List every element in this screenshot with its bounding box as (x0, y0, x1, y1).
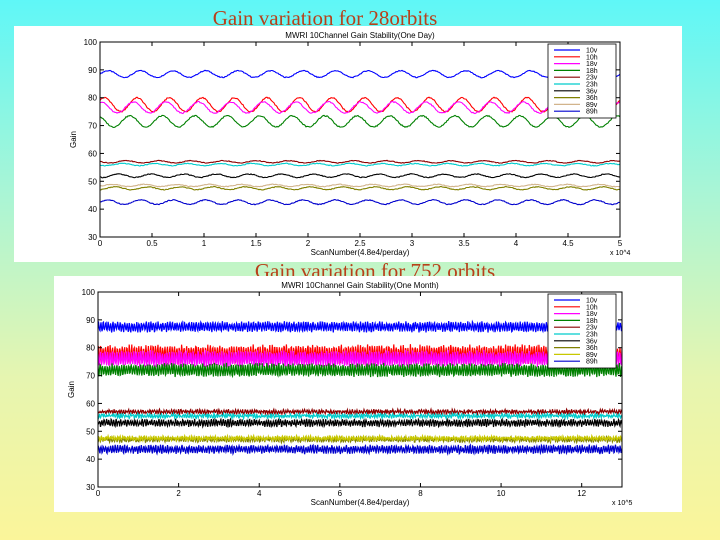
y-axis-label: Gain (69, 131, 78, 148)
y-tick-label: 90 (86, 316, 95, 325)
legend-label-10h: 10h (586, 304, 598, 311)
series-group (98, 319, 622, 457)
series-group (100, 69, 620, 206)
series-line-36h (100, 185, 620, 191)
legend-label-23v: 23v (586, 325, 598, 332)
plot-frame (97, 291, 623, 488)
legend-label-23v: 23v (586, 75, 598, 82)
y-axis-label: Gain (67, 381, 76, 398)
series-line-36v (98, 417, 622, 429)
series-line-23h (98, 411, 622, 421)
series-line-89h (98, 443, 622, 457)
x-multiplier: x 10^5 (612, 500, 633, 507)
chart-title: MWRI 10Channel Gain Stability(One Month) (281, 281, 439, 290)
legend-label-10v: 10v (586, 298, 598, 305)
x-tick-label: 3 (410, 239, 415, 248)
chart-title: MWRI 10Channel Gain Stability(One Day) (285, 31, 435, 40)
chart-panel-one-day: MWRI 10Channel Gain Stability(One Day) 30… (14, 26, 682, 262)
legend-label-18v: 18v (586, 61, 598, 68)
legend-label-89v: 89v (586, 102, 598, 109)
legend-label-36v: 36v (586, 88, 598, 95)
y-tick-label: 80 (88, 94, 97, 103)
y-tick-label: 30 (86, 483, 95, 492)
x-tick-label: 0 (96, 489, 101, 498)
y-tick-label: 70 (86, 372, 95, 381)
x-tick-label: 0 (98, 239, 103, 248)
y-tick-label: 90 (88, 66, 97, 75)
y-tick-label: 50 (88, 177, 97, 186)
y-tick-label: 100 (82, 288, 96, 297)
legend-label-36h: 36h (586, 95, 598, 102)
legend-label-18h: 18h (586, 318, 598, 325)
gain-stability-chart-one-day: MWRI 10Channel Gain Stability(One Day)30… (69, 31, 631, 257)
x-tick-label: 4 (257, 489, 262, 498)
chart-panel-one-month: MWRI 10Channel Gain Stability(One Month)… (54, 276, 682, 512)
y-tick-label: 70 (88, 122, 97, 131)
y-tick-label: 50 (86, 427, 95, 436)
x-tick-label: 0.5 (146, 239, 158, 248)
y-tick-label: 60 (88, 149, 97, 158)
x-tick-label: 4.5 (562, 239, 574, 248)
series-line-23v (100, 159, 620, 164)
x-tick-label: 4 (514, 239, 519, 248)
series-line-89v (100, 183, 620, 188)
legend-box (547, 43, 617, 119)
legend-box (547, 293, 617, 369)
x-tick-label: 1 (202, 239, 207, 248)
legend-label-89h: 89h (586, 359, 598, 366)
series-line-23h (100, 162, 620, 167)
series-line-10v (98, 319, 622, 334)
legend-label-23h: 23h (586, 82, 598, 89)
legend-label-18h: 18h (586, 68, 598, 75)
plot-frame (99, 41, 621, 238)
series-line-89h (100, 198, 620, 206)
legend-label-10h: 10h (586, 54, 598, 61)
series-line-10h (100, 96, 620, 113)
x-tick-label: 5 (618, 239, 623, 248)
y-tick-label: 40 (86, 455, 95, 464)
legend-label-36h: 36h (586, 345, 598, 352)
x-tick-label: 3.5 (458, 239, 470, 248)
x-tick-label: 2 (306, 239, 311, 248)
series-line-18h (98, 362, 622, 379)
legend-label-89h: 89h (586, 109, 598, 116)
y-tick-label: 60 (86, 399, 95, 408)
x-tick-label: 8 (418, 489, 423, 498)
legend-label-89v: 89v (586, 352, 598, 359)
y-tick-label: 30 (88, 233, 97, 242)
y-tick-label: 40 (88, 205, 97, 214)
series-line-10v (100, 69, 620, 79)
x-tick-label: 6 (338, 489, 343, 498)
y-tick-label: 80 (86, 344, 95, 353)
x-tick-label: 10 (497, 489, 506, 498)
series-line-18v (100, 100, 620, 115)
y-tick-label: 100 (84, 38, 98, 47)
x-tick-label: 1.5 (250, 239, 262, 248)
series-line-23v (98, 407, 622, 417)
series-line-18h (100, 114, 620, 129)
legend-label-10v: 10v (586, 48, 598, 55)
legend-label-18v: 18v (586, 311, 598, 318)
x-tick-label: 12 (577, 489, 586, 498)
x-axis-label: ScanNumber(4.8e4/perday) (311, 248, 410, 257)
series-line-36v (100, 173, 620, 179)
legend-label-36v: 36v (586, 338, 598, 345)
legend-label-23h: 23h (586, 332, 598, 339)
gain-stability-chart-one-month: MWRI 10Channel Gain Stability(One Month)… (67, 281, 633, 507)
series-line-89v (98, 433, 622, 444)
x-multiplier: x 10^4 (610, 250, 631, 257)
x-tick-label: 2.5 (354, 239, 366, 248)
x-axis-label: ScanNumber(4.8e4/perday) (311, 498, 410, 507)
x-tick-label: 2 (176, 489, 181, 498)
series-line-18v (98, 349, 622, 369)
